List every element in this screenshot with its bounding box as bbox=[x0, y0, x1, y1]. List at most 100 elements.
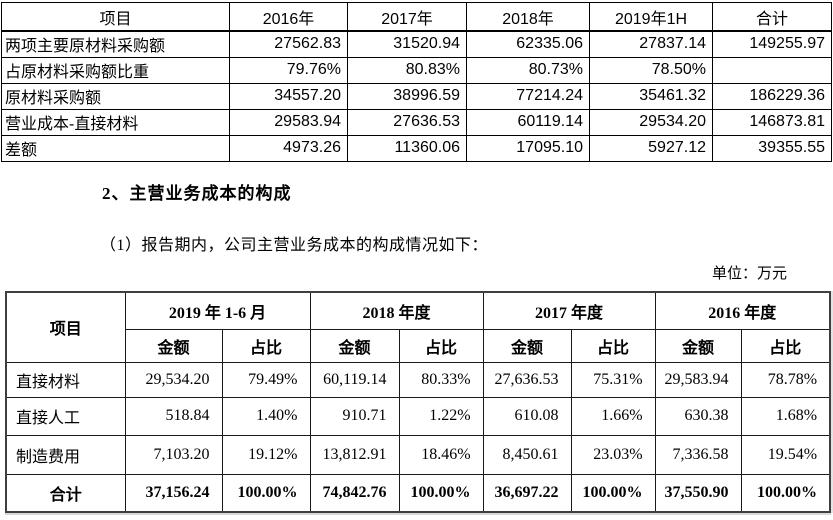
table-cell: 7,336.58 bbox=[654, 434, 742, 475]
table-cell: 35461.32 bbox=[589, 82, 713, 110]
table-cell: 29,534.20 bbox=[124, 361, 223, 398]
table-cell: 1.22% bbox=[398, 396, 484, 436]
table-row: 直接人工 518.84 1.40% 910.71 1.22% 610.08 1.… bbox=[5, 396, 831, 436]
table-cell: 146873.81 bbox=[712, 108, 832, 136]
ratio-header: 占比 bbox=[740, 328, 831, 363]
cost-composition-table: 项目 2019 年 1-6 月 2018 年度 2017 年度 2016 年度 … bbox=[5, 291, 832, 513]
table-row: 直接材料 29,534.20 79.49% 60,119.14 80.33% 2… bbox=[5, 361, 831, 398]
table-cell: 78.50% bbox=[589, 56, 713, 84]
table-cell: 7,103.20 bbox=[124, 434, 223, 475]
table-cell: 60119.14 bbox=[466, 108, 590, 136]
row-label: 合计 bbox=[5, 473, 126, 513]
table-row: 差额 4973.26 11360.06 17095.10 5927.12 393… bbox=[1, 134, 832, 162]
column-header: 2017年 bbox=[347, 2, 467, 32]
table-cell: 100.00% bbox=[221, 473, 311, 513]
amount-header: 金额 bbox=[482, 328, 572, 363]
table-cell: 80.83% bbox=[347, 56, 467, 84]
period-header-row: 项目 2019 年 1-6 月 2018 年度 2017 年度 2016 年度 bbox=[5, 291, 831, 363]
procurement-table: 项目 2016年 2017年 2018年 2019年1H 合计 两项主要原材料采… bbox=[1, 2, 832, 162]
table-cell: 27562.83 bbox=[229, 30, 348, 58]
table-row: 原材料采购额 34557.20 38996.59 77214.24 35461.… bbox=[1, 82, 832, 110]
table-cell: 100.00% bbox=[398, 473, 484, 513]
table-cell: 23.03% bbox=[570, 434, 656, 475]
table-cell bbox=[712, 56, 832, 84]
table-cell: 79.49% bbox=[221, 361, 311, 398]
column-header: 2019年1H bbox=[589, 2, 713, 32]
table-cell: 37,550.90 bbox=[654, 473, 742, 513]
table-cell: 100.00% bbox=[740, 473, 831, 513]
column-header: 2016年 bbox=[229, 2, 348, 32]
procurement-header-row: 项目 2016年 2017年 2018年 2019年1H 合计 bbox=[1, 2, 832, 32]
row-label: 差额 bbox=[1, 134, 230, 162]
item-column-header: 项目 bbox=[5, 291, 126, 363]
table-cell: 149255.97 bbox=[712, 30, 832, 58]
table-cell: 36,697.22 bbox=[482, 473, 572, 513]
table-cell: 29583.94 bbox=[229, 108, 348, 136]
table-cell: 60,119.14 bbox=[309, 361, 400, 398]
table-cell: 29534.20 bbox=[589, 108, 713, 136]
table-cell: 610.08 bbox=[482, 396, 572, 436]
column-header: 合计 bbox=[712, 2, 832, 32]
sub-header-row: 金额 占比 金额 占比 金额 占比 金额 占比 bbox=[6, 328, 831, 363]
table-cell: 62335.06 bbox=[466, 30, 590, 58]
table-cell: 518.84 bbox=[124, 396, 223, 436]
table-cell: 80.33% bbox=[398, 361, 484, 398]
table-cell: 75.31% bbox=[570, 361, 656, 398]
table-cell: 11360.06 bbox=[347, 134, 467, 162]
period-header: 2017 年度 bbox=[482, 291, 656, 330]
table-cell: 27837.14 bbox=[589, 30, 713, 58]
table-cell: 74,842.76 bbox=[309, 473, 400, 513]
table-cell: 27,636.53 bbox=[482, 361, 572, 398]
table-cell: 31520.94 bbox=[347, 30, 467, 58]
period-header: 2018 年度 bbox=[309, 291, 484, 330]
row-label: 两项主要原材料采购额 bbox=[1, 30, 230, 58]
table-cell: 1.66% bbox=[570, 396, 656, 436]
table-cell: 5927.12 bbox=[589, 134, 713, 162]
table-cell: 34557.20 bbox=[229, 82, 348, 110]
row-label: 营业成本-直接材料 bbox=[1, 108, 230, 136]
table-cell: 8,450.61 bbox=[482, 434, 572, 475]
table-cell: 1.68% bbox=[740, 396, 831, 436]
table-row: 营业成本-直接材料 29583.94 27636.53 60119.14 295… bbox=[1, 108, 832, 136]
table-cell: 186229.36 bbox=[712, 82, 832, 110]
table-cell: 29,583.94 bbox=[654, 361, 742, 398]
ratio-header: 占比 bbox=[221, 328, 311, 363]
row-label: 制造费用 bbox=[5, 434, 126, 475]
table-cell: 39355.55 bbox=[712, 134, 832, 162]
table-cell: 77214.24 bbox=[466, 82, 590, 110]
table-cell: 1.40% bbox=[221, 396, 311, 436]
table-cell: 27636.53 bbox=[347, 108, 467, 136]
amount-header: 金额 bbox=[124, 328, 223, 363]
table-cell: 13,812.91 bbox=[309, 434, 400, 475]
amount-header: 金额 bbox=[654, 328, 742, 363]
table-cell: 630.38 bbox=[654, 396, 742, 436]
table-cell: 18.46% bbox=[398, 434, 484, 475]
table-cell: 19.12% bbox=[221, 434, 311, 475]
row-label: 直接人工 bbox=[5, 396, 126, 436]
table-row: 两项主要原材料采购额 27562.83 31520.94 62335.06 27… bbox=[1, 30, 832, 58]
ratio-header: 占比 bbox=[398, 328, 484, 363]
table-cell: 19.54% bbox=[740, 434, 831, 475]
table-cell: 910.71 bbox=[309, 396, 400, 436]
row-label: 直接材料 bbox=[5, 361, 126, 398]
period-header: 2016 年度 bbox=[654, 291, 831, 330]
table-cell: 80.73% bbox=[466, 56, 590, 84]
table-cell: 4973.26 bbox=[229, 134, 348, 162]
section-heading: 2、主营业务成本的构成 bbox=[102, 184, 292, 203]
table-cell: 17095.10 bbox=[466, 134, 590, 162]
amount-header: 金额 bbox=[309, 328, 400, 363]
table-row: 占原材料采购额比重 79.76% 80.83% 80.73% 78.50% bbox=[1, 56, 832, 84]
table-cell: 100.00% bbox=[570, 473, 656, 513]
row-label: 占原材料采购额比重 bbox=[1, 56, 230, 84]
row-label: 原材料采购额 bbox=[1, 82, 230, 110]
total-row: 合计 37,156.24 100.00% 74,842.76 100.00% 3… bbox=[5, 473, 831, 513]
period-header: 2019 年 1-6 月 bbox=[124, 291, 311, 330]
unit-label: 单位：万元 bbox=[711, 266, 787, 282]
ratio-header: 占比 bbox=[570, 328, 656, 363]
table-cell: 38996.59 bbox=[347, 82, 467, 110]
column-header: 项目 bbox=[1, 2, 230, 32]
table-cell: 78.78% bbox=[740, 361, 831, 398]
table-cell: 37,156.24 bbox=[124, 473, 223, 513]
column-header: 2018年 bbox=[466, 2, 590, 32]
table-cell: 79.76% bbox=[229, 56, 348, 84]
